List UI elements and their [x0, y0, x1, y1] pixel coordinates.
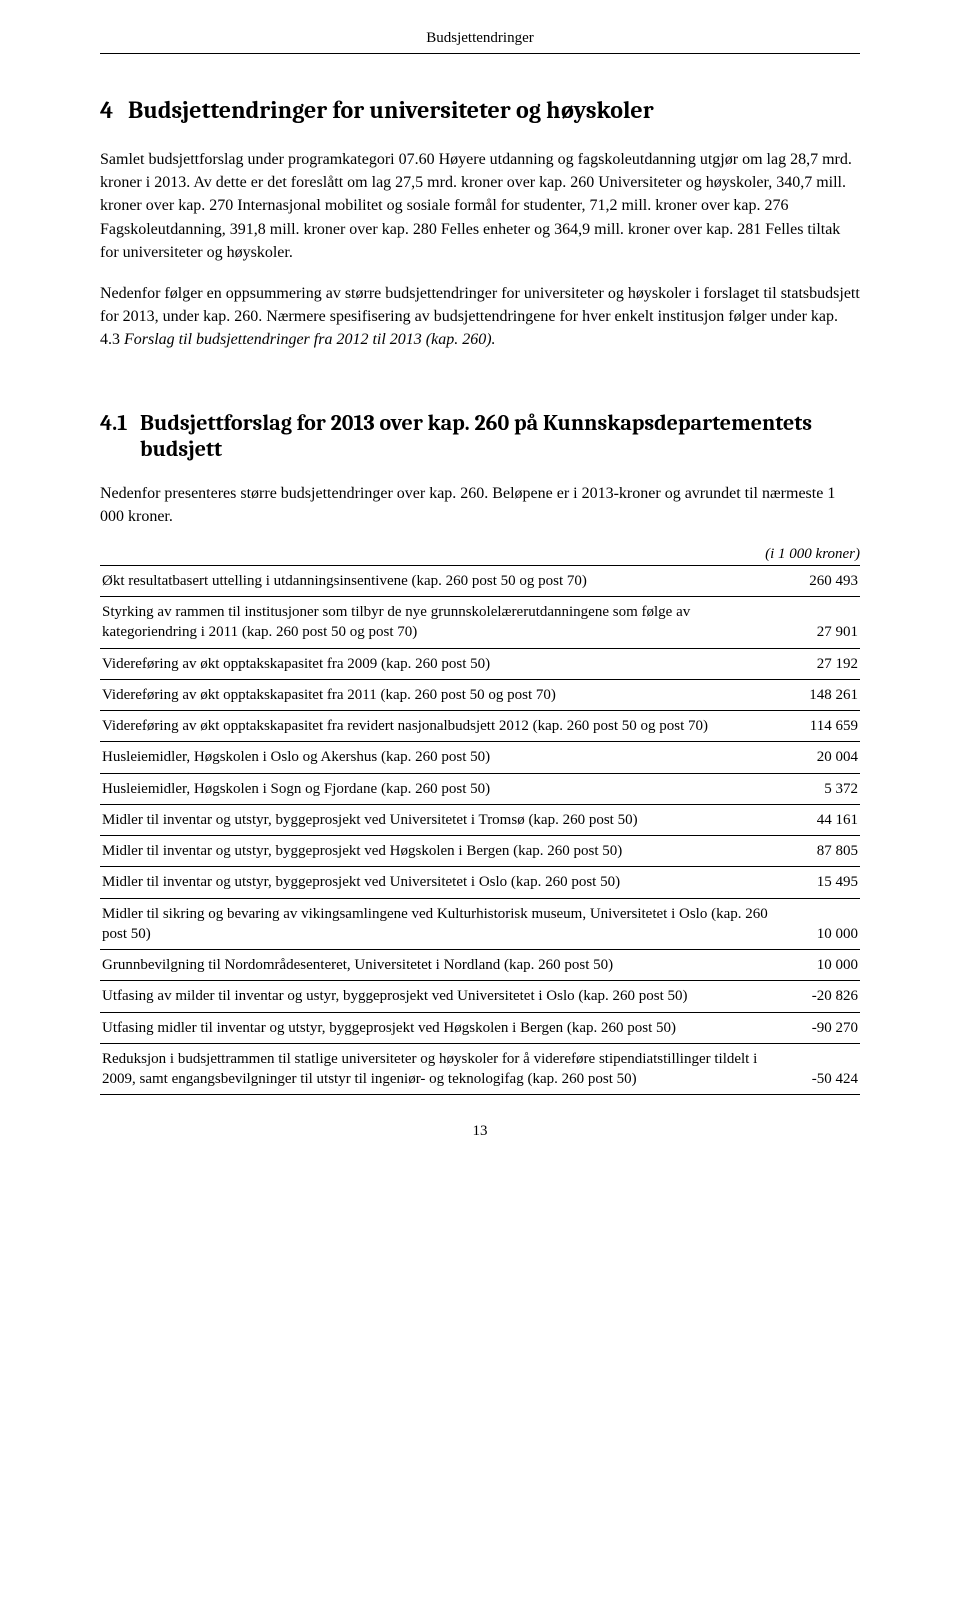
table-unit-caption: (i 1 000 kroner)	[100, 546, 860, 563]
row-label: Utfasing midler til inventar og utstyr, …	[100, 1012, 770, 1043]
table-row: Husleiemidler, Høgskolen i Sogn og Fjord…	[100, 773, 860, 804]
budget-table: Økt resultatbasert uttelling i utdanning…	[100, 565, 860, 1096]
row-label: Reduksjon i budsjettrammen til statlige …	[100, 1043, 770, 1095]
table-row: Midler til sikring og bevaring av viking…	[100, 898, 860, 950]
row-value: 260 493	[770, 565, 860, 596]
caption-close: )	[855, 546, 860, 562]
table-row: Grunnbevilgning til Nordområdesenteret, …	[100, 950, 860, 981]
heading-4-text: Budsjettendringer for universiteter og h…	[128, 96, 654, 124]
table-row: Midler til inventar og utstyr, byggepros…	[100, 804, 860, 835]
table-row: Reduksjon i budsjettrammen til statlige …	[100, 1043, 860, 1095]
table-row: Midler til inventar og utstyr, byggepros…	[100, 867, 860, 898]
caption-text: i 1 000 kroner	[770, 546, 855, 562]
table-row: Husleiemidler, Høgskolen i Oslo og Akers…	[100, 742, 860, 773]
row-value: 27 192	[770, 648, 860, 679]
row-label: Grunnbevilgning til Nordområdesenteret, …	[100, 950, 770, 981]
row-value: 10 000	[770, 898, 860, 950]
paragraph-2-italic: Forslag til budsjettendringer fra 2012 t…	[124, 331, 496, 348]
row-label: Midler til inventar og utstyr, byggepros…	[100, 804, 770, 835]
row-label: Styrking av rammen til institusjoner som…	[100, 597, 770, 649]
row-value: 5 372	[770, 773, 860, 804]
table-row: Utfasing av milder til inventar og ustyr…	[100, 981, 860, 1012]
row-label: Utfasing av milder til inventar og ustyr…	[100, 981, 770, 1012]
table-row: Midler til inventar og utstyr, byggepros…	[100, 836, 860, 867]
budget-table-body: Økt resultatbasert uttelling i utdanning…	[100, 565, 860, 1095]
row-value: 148 261	[770, 679, 860, 710]
heading-4-1-number: 4.1	[100, 410, 140, 462]
table-row: Økt resultatbasert uttelling i utdanning…	[100, 565, 860, 596]
row-value: 44 161	[770, 804, 860, 835]
running-head: Budsjettendringer	[100, 30, 860, 54]
row-label: Husleiemidler, Høgskolen i Sogn og Fjord…	[100, 773, 770, 804]
row-label: Midler til inventar og utstyr, byggepros…	[100, 836, 770, 867]
heading-4-1-text: Budsjettforslag for 2013 over kap. 260 p…	[140, 410, 860, 462]
row-value: 10 000	[770, 950, 860, 981]
row-value: 87 805	[770, 836, 860, 867]
row-label: Husleiemidler, Høgskolen i Oslo og Akers…	[100, 742, 770, 773]
heading-4-number: 4	[100, 96, 128, 124]
row-value: 114 659	[770, 711, 860, 742]
row-value: 20 004	[770, 742, 860, 773]
paragraph-1: Samlet budsjettforslag under programkate…	[100, 148, 860, 264]
table-row: Styrking av rammen til institusjoner som…	[100, 597, 860, 649]
row-value: -90 270	[770, 1012, 860, 1043]
table-row: Videreføring av økt opptakskapasitet fra…	[100, 711, 860, 742]
row-value: -50 424	[770, 1043, 860, 1095]
heading-4-1: 4.1 Budsjettforslag for 2013 over kap. 2…	[100, 410, 860, 462]
row-label: Videreføring av økt opptakskapasitet fra…	[100, 679, 770, 710]
paragraph-3: Nedenfor presenteres større budsjettendr…	[100, 482, 860, 528]
row-label: Videreføring av økt opptakskapasitet fra…	[100, 648, 770, 679]
row-label: Videreføring av økt opptakskapasitet fra…	[100, 711, 770, 742]
paragraph-2: Nedenfor følger en oppsummering av størr…	[100, 282, 860, 352]
table-row: Videreføring av økt opptakskapasitet fra…	[100, 679, 860, 710]
row-value: -20 826	[770, 981, 860, 1012]
row-value: 27 901	[770, 597, 860, 649]
table-row: Utfasing midler til inventar og utstyr, …	[100, 1012, 860, 1043]
heading-4: 4 Budsjettendringer for universiteter og…	[100, 96, 860, 124]
row-value: 15 495	[770, 867, 860, 898]
row-label: Midler til inventar og utstyr, byggepros…	[100, 867, 770, 898]
page-number: 13	[100, 1123, 860, 1140]
row-label: Midler til sikring og bevaring av viking…	[100, 898, 770, 950]
row-label: Økt resultatbasert uttelling i utdanning…	[100, 565, 770, 596]
table-row: Videreføring av økt opptakskapasitet fra…	[100, 648, 860, 679]
